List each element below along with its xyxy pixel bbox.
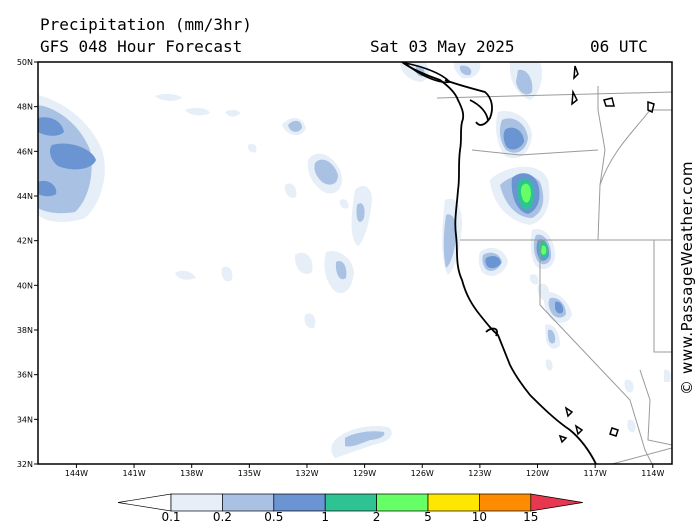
- lat-label: 46N: [17, 147, 33, 156]
- longitude-axis: 144W 141W 138W 135W 132W 129W 126W 123W 120W 117W…: [65, 464, 664, 478]
- lon-label: 144W: [65, 469, 88, 478]
- arizona-border: [639, 369, 672, 446]
- scale-label: 0.1: [161, 510, 180, 524]
- lon-label: 135W: [238, 469, 261, 478]
- forecast-model-label: GFS 048 Hour Forecast: [40, 37, 243, 56]
- scale-swatch: [324, 493, 377, 512]
- lon-label: 141W: [122, 469, 145, 478]
- lon-label: 117W: [584, 469, 607, 478]
- scale-swatch: [273, 493, 326, 512]
- color-scale-bar: [117, 493, 583, 512]
- lat-label: 36N: [17, 371, 33, 380]
- scale-swatch: [427, 493, 480, 512]
- scale-label: 10: [472, 510, 487, 524]
- lat-label: 34N: [17, 415, 33, 424]
- scale-label: 1: [321, 510, 329, 524]
- lat-label: 48N: [17, 103, 33, 112]
- lat-label: 42N: [17, 237, 33, 246]
- political-borders: [436, 86, 672, 464]
- scale-swatch: [479, 493, 532, 512]
- lat-label: 38N: [17, 326, 33, 335]
- scale-high-arrow: [530, 493, 583, 512]
- lon-label: 126W: [411, 469, 434, 478]
- lon-label: 120W: [526, 469, 549, 478]
- scale-label: 0.5: [264, 510, 283, 524]
- us-canada-border: [436, 91, 672, 99]
- lon-label: 114W: [641, 469, 664, 478]
- scale-label: 15: [523, 510, 538, 524]
- lat-label: 44N: [17, 192, 33, 201]
- scale-label: 2: [373, 510, 381, 524]
- nevada-utah-border: [653, 240, 672, 353]
- color-scale-labels: 0.1 0.2 0.5 1 2 5 10 15: [161, 510, 538, 524]
- scale-label: 5: [424, 510, 432, 524]
- lon-label: 129W: [353, 469, 376, 478]
- lon-label: 138W: [180, 469, 203, 478]
- valid-time: 06 UTC: [590, 37, 648, 56]
- lat-label: 40N: [17, 281, 33, 290]
- lat-label: 50N: [17, 58, 33, 67]
- precip-intense-areas: [520, 183, 547, 255]
- scale-low-arrow: [117, 493, 172, 512]
- latitude-axis: 50N 48N 46N 44N 42N 40N 38N 36N 34N 32N: [17, 58, 38, 469]
- scale-swatch: [376, 493, 429, 512]
- map-title: Precipitation (mm/3hr): [40, 15, 252, 34]
- scale-swatch: [170, 493, 223, 512]
- islands-and-lakes: [402, 62, 655, 444]
- lon-label: 123W: [468, 469, 491, 478]
- lon-label: 132W: [295, 469, 318, 478]
- coastline: [401, 62, 597, 464]
- mexico-border: [611, 447, 672, 464]
- site-watermark: © www.PassageWeather.com: [678, 160, 696, 395]
- oregon-washington-border: [471, 149, 599, 156]
- map-frame: [37, 61, 673, 465]
- idaho-border: [597, 86, 606, 241]
- scale-label: 0.2: [213, 510, 232, 524]
- precip-layer: [38, 62, 672, 464]
- valid-date: Sat 03 May 2025: [370, 37, 515, 56]
- lat-label: 32N: [17, 460, 33, 469]
- scale-swatch: [222, 493, 275, 512]
